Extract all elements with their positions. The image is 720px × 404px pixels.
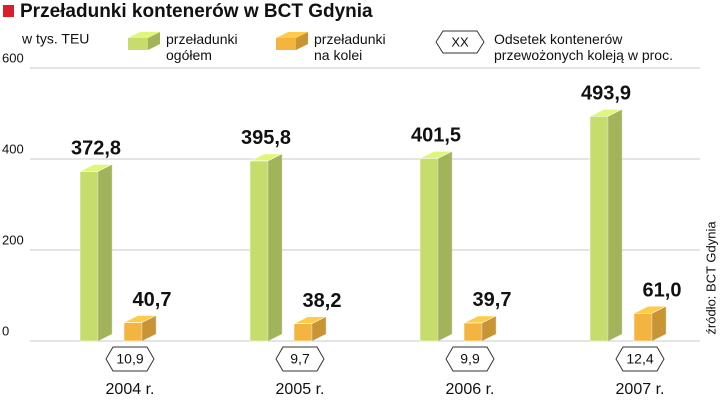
value-label: 61,0 [643, 280, 682, 302]
share-label: 10,9 [116, 351, 143, 367]
value-label: 401,5 [411, 125, 461, 147]
bar-side [437, 150, 453, 342]
bar-side [97, 163, 113, 342]
legend-marker: XX [451, 34, 469, 49]
bar-side [267, 153, 283, 342]
share-label: 9,9 [460, 351, 480, 367]
cube-top [633, 305, 667, 314]
cube-front [123, 322, 143, 342]
bar-top [419, 151, 453, 159]
cube-front [293, 323, 313, 342]
bar-front [79, 171, 99, 342]
bar-front [589, 116, 609, 342]
value-label: 40,7 [133, 289, 172, 311]
title-marker [3, 5, 14, 17]
x-tick-label: 2006 r. [446, 381, 495, 398]
legend-hexagon [435, 30, 485, 54]
cube-top [463, 315, 497, 324]
value-label: 372,8 [71, 138, 121, 160]
bar-top [249, 153, 283, 162]
share-hexagon [615, 346, 665, 372]
legend-icon [128, 38, 148, 50]
legend-label: Odsetek kontenerów przewożonych koleją w… [494, 31, 673, 63]
legend-label: przeładunki ogółem [166, 31, 238, 63]
bar-side [607, 108, 623, 342]
x-tick-label: 2005 r. [276, 381, 325, 398]
y-tick-label: 600 [2, 50, 24, 65]
value-label: 395,8 [241, 127, 291, 149]
share-hexagon [275, 346, 325, 372]
share-label: 9,7 [290, 351, 310, 367]
unit-label: w tys. TEU [21, 31, 89, 47]
bar-front [249, 160, 269, 342]
bar-front [419, 158, 439, 342]
legend-icon [276, 32, 308, 38]
value-label: 39,7 [473, 289, 512, 311]
y-tick-label: 200 [2, 232, 24, 247]
x-tick-label: 2004 r. [106, 381, 155, 398]
cube-top [293, 316, 327, 324]
cube-front [463, 322, 483, 342]
source: źródło: BCT Gdynia [703, 221, 718, 335]
bar-top [589, 109, 623, 117]
share-hexagon [445, 346, 495, 372]
cube-front [633, 312, 653, 342]
value-label: 38,2 [303, 290, 342, 312]
share-label: 12,4 [626, 351, 653, 367]
legend-icon [128, 32, 160, 38]
share-hexagon [105, 346, 155, 372]
cube-top [123, 315, 157, 323]
y-tick-label: 0 [2, 323, 9, 338]
x-tick-label: 2007 r. [616, 381, 665, 398]
legend-icon [276, 38, 296, 50]
y-tick-label: 400 [2, 141, 24, 156]
bar-top [79, 164, 113, 172]
legend-label: przeładunki na kolei [314, 31, 386, 63]
value-label: 493,9 [581, 83, 631, 105]
chart-title: Przeładunki kontenerów w BCT Gdynia [20, 1, 373, 22]
